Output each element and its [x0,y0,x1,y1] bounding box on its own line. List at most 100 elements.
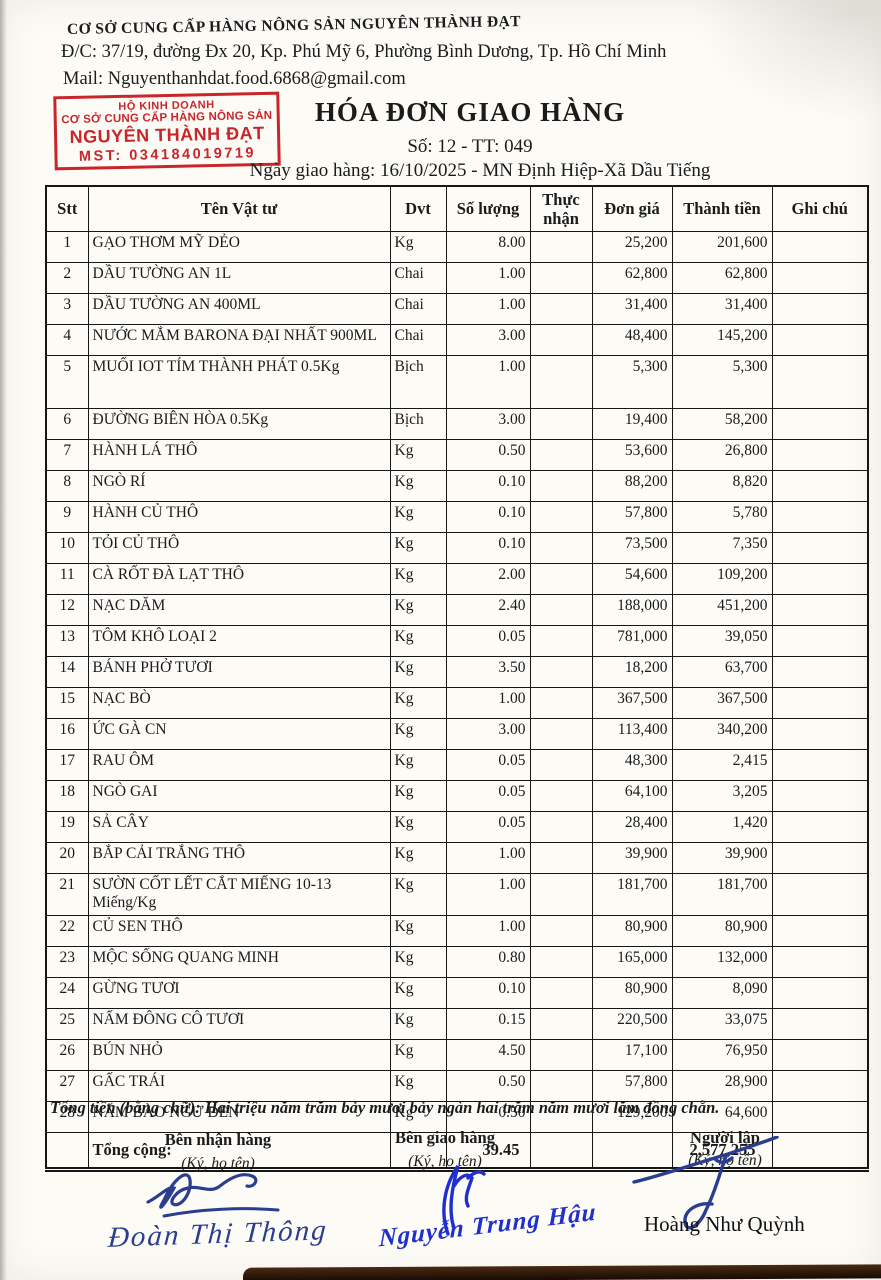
cell-amount: 340,200 [671,718,773,750]
cell-unit: Kg [389,780,447,812]
cell-name: DẦU TƯỜNG AN 400ML [87,293,391,325]
cell-unit: Kg [389,532,447,564]
cell-unit: Kg [389,811,447,843]
cell-qty: 0.05 [445,625,531,657]
cell-recv [529,1069,593,1102]
cell-name: SẢ CÂY [87,811,391,843]
cell-unit: Kg [389,873,447,916]
cell-name: NƯỚC MẮM BARONA ĐẠI NHẤT 900ML [87,324,391,356]
cell-qty: 0.50 [445,439,531,471]
cell-price: 181,700 [591,873,673,916]
cell-qty: 0.05 [445,811,531,843]
cell-price: 57,800 [591,501,673,533]
cell-qty: 0.10 [445,976,531,1009]
cell-name: HÀNH CỦ THÔ [87,501,391,533]
cell-qty: 0.10 [445,532,531,564]
cell-total-blank [771,1131,869,1172]
receiver-signature [146,1173,280,1218]
cell-unit: Kg [389,501,447,533]
items-table-header: Stt Tên Vật tư Dvt Số lượng Thực nhận Đơn giá… [45,185,869,232]
table-row: 15 NẠC BÒ Kg 1.00 367,500 367,500 [45,687,869,719]
cell-price: 48,400 [591,324,673,356]
cell-qty: 1.00 [445,293,531,325]
cell-price: 80,900 [591,976,673,1009]
cell-unit: Kg [389,914,447,947]
cell-unit: Kg [389,656,447,688]
cell-qty: 3.00 [445,718,531,750]
cell-note [771,594,869,626]
cell-amount: 33,075 [671,1007,773,1040]
cell-price: 73,500 [591,532,673,564]
table-row: 11 CÀ RỐT ĐÀ LẠT THÔ Kg 2.00 54,600 109,200 [45,563,869,595]
cell-name: TÔM KHÔ LOẠI 2 [87,625,391,657]
cell-recv [529,355,593,409]
cell-recv [529,780,593,812]
cell-unit: Kg [389,1007,447,1040]
cell-price: 220,500 [591,1007,673,1040]
cell-recv [529,842,593,874]
cell-stt: 11 [45,563,89,595]
cell-name: BẮP CẢI TRẮNG THÔ [87,842,391,874]
cell-price: 31,400 [591,293,673,325]
cell-unit: Chai [389,293,447,325]
header-row: Stt Tên Vật tư Dvt Số lượng Thực nhận Đơn giá… [45,185,869,232]
cell-name: TỎI CỦ THÔ [87,532,391,564]
cell-stt: 15 [45,687,89,719]
cell-note [771,231,869,263]
cell-recv [529,439,593,471]
cell-amount: 145,200 [671,324,773,356]
cell-note [771,914,869,947]
cell-note [771,532,869,564]
cell-name: DẦU TƯỜNG AN 1L [87,262,391,294]
table-row: 24 GỪNG TƯƠI Kg 0.10 80,900 8,090 [45,976,869,1009]
cell-stt: 21 [45,873,89,916]
cell-name: GỪNG TƯƠI [87,976,391,1009]
items-table: Stt Tên Vật tư Dvt Số lượng Thực nhận Đơn giá… [45,185,869,1172]
cell-amount: 62,800 [671,262,773,294]
cell-amount: 26,800 [671,439,773,471]
cell-qty: 0.10 [445,501,531,533]
cell-note [771,718,869,750]
table-row: 8 NGÒ RÍ Kg 0.10 88,200 8,820 [45,470,869,502]
table-row: 19 SẢ CÂY Kg 0.05 28,400 1,420 [45,811,869,843]
cell-name: NẤM ĐÔNG CÔ TƯƠI [87,1007,391,1040]
cell-name: ĐƯỜNG BIÊN HÒA 0.5Kg [87,408,391,440]
cell-recv [529,687,593,719]
cell-name: GẤC TRÁI [87,1069,391,1102]
total-label: Tổng cộng: [87,1131,391,1172]
cell-amount: 201,600 [671,231,773,263]
cell-qty: 1.00 [445,355,531,409]
cell-unit: Chai [389,324,447,356]
cell-price: 62,800 [591,262,673,294]
cell-recv [529,594,593,626]
cell-unit: Kg [389,1038,447,1071]
scan-edge-left [0,0,7,1280]
cell-note [771,945,869,978]
cell-note [771,262,869,294]
table-row: 12 NẠC DĂM Kg 2.40 188,000 451,200 [45,594,869,626]
cell-amount: 1,420 [671,811,773,843]
cell-amount: 2,415 [671,749,773,781]
cell-amount: 109,200 [671,563,773,595]
cell-total-blank [529,1131,593,1172]
total-quantity: 39.45 [445,1131,531,1172]
cell-amount: 28,900 [671,1069,773,1102]
cell-stt: 5 [45,355,89,409]
cell-recv [529,231,593,263]
cell-unit: Kg [389,563,447,595]
cell-note [771,811,869,843]
cell-price: 781,000 [591,625,673,657]
cell-qty: 3.50 [445,656,531,688]
cell-recv [529,873,593,916]
column-header-stt: Stt [45,185,89,232]
cell-stt: 28 [45,1100,89,1133]
cell-amount: 181,700 [671,873,773,916]
cell-name: MUỐI IOT TÍM THÀNH PHÁT 0.5Kg [87,355,391,409]
cell-stt: 16 [45,718,89,750]
cell-unit: Kg [389,231,447,263]
signature-role-deliverer: Bên giao hàng [395,1128,495,1147]
cell-qty: 0.50 [445,1100,531,1133]
cell-recv [529,945,593,978]
cell-note [771,293,869,325]
amount-in-words: Tổng tiền (bằng chữ): Hai triệu năm trăm… [50,1098,720,1117]
